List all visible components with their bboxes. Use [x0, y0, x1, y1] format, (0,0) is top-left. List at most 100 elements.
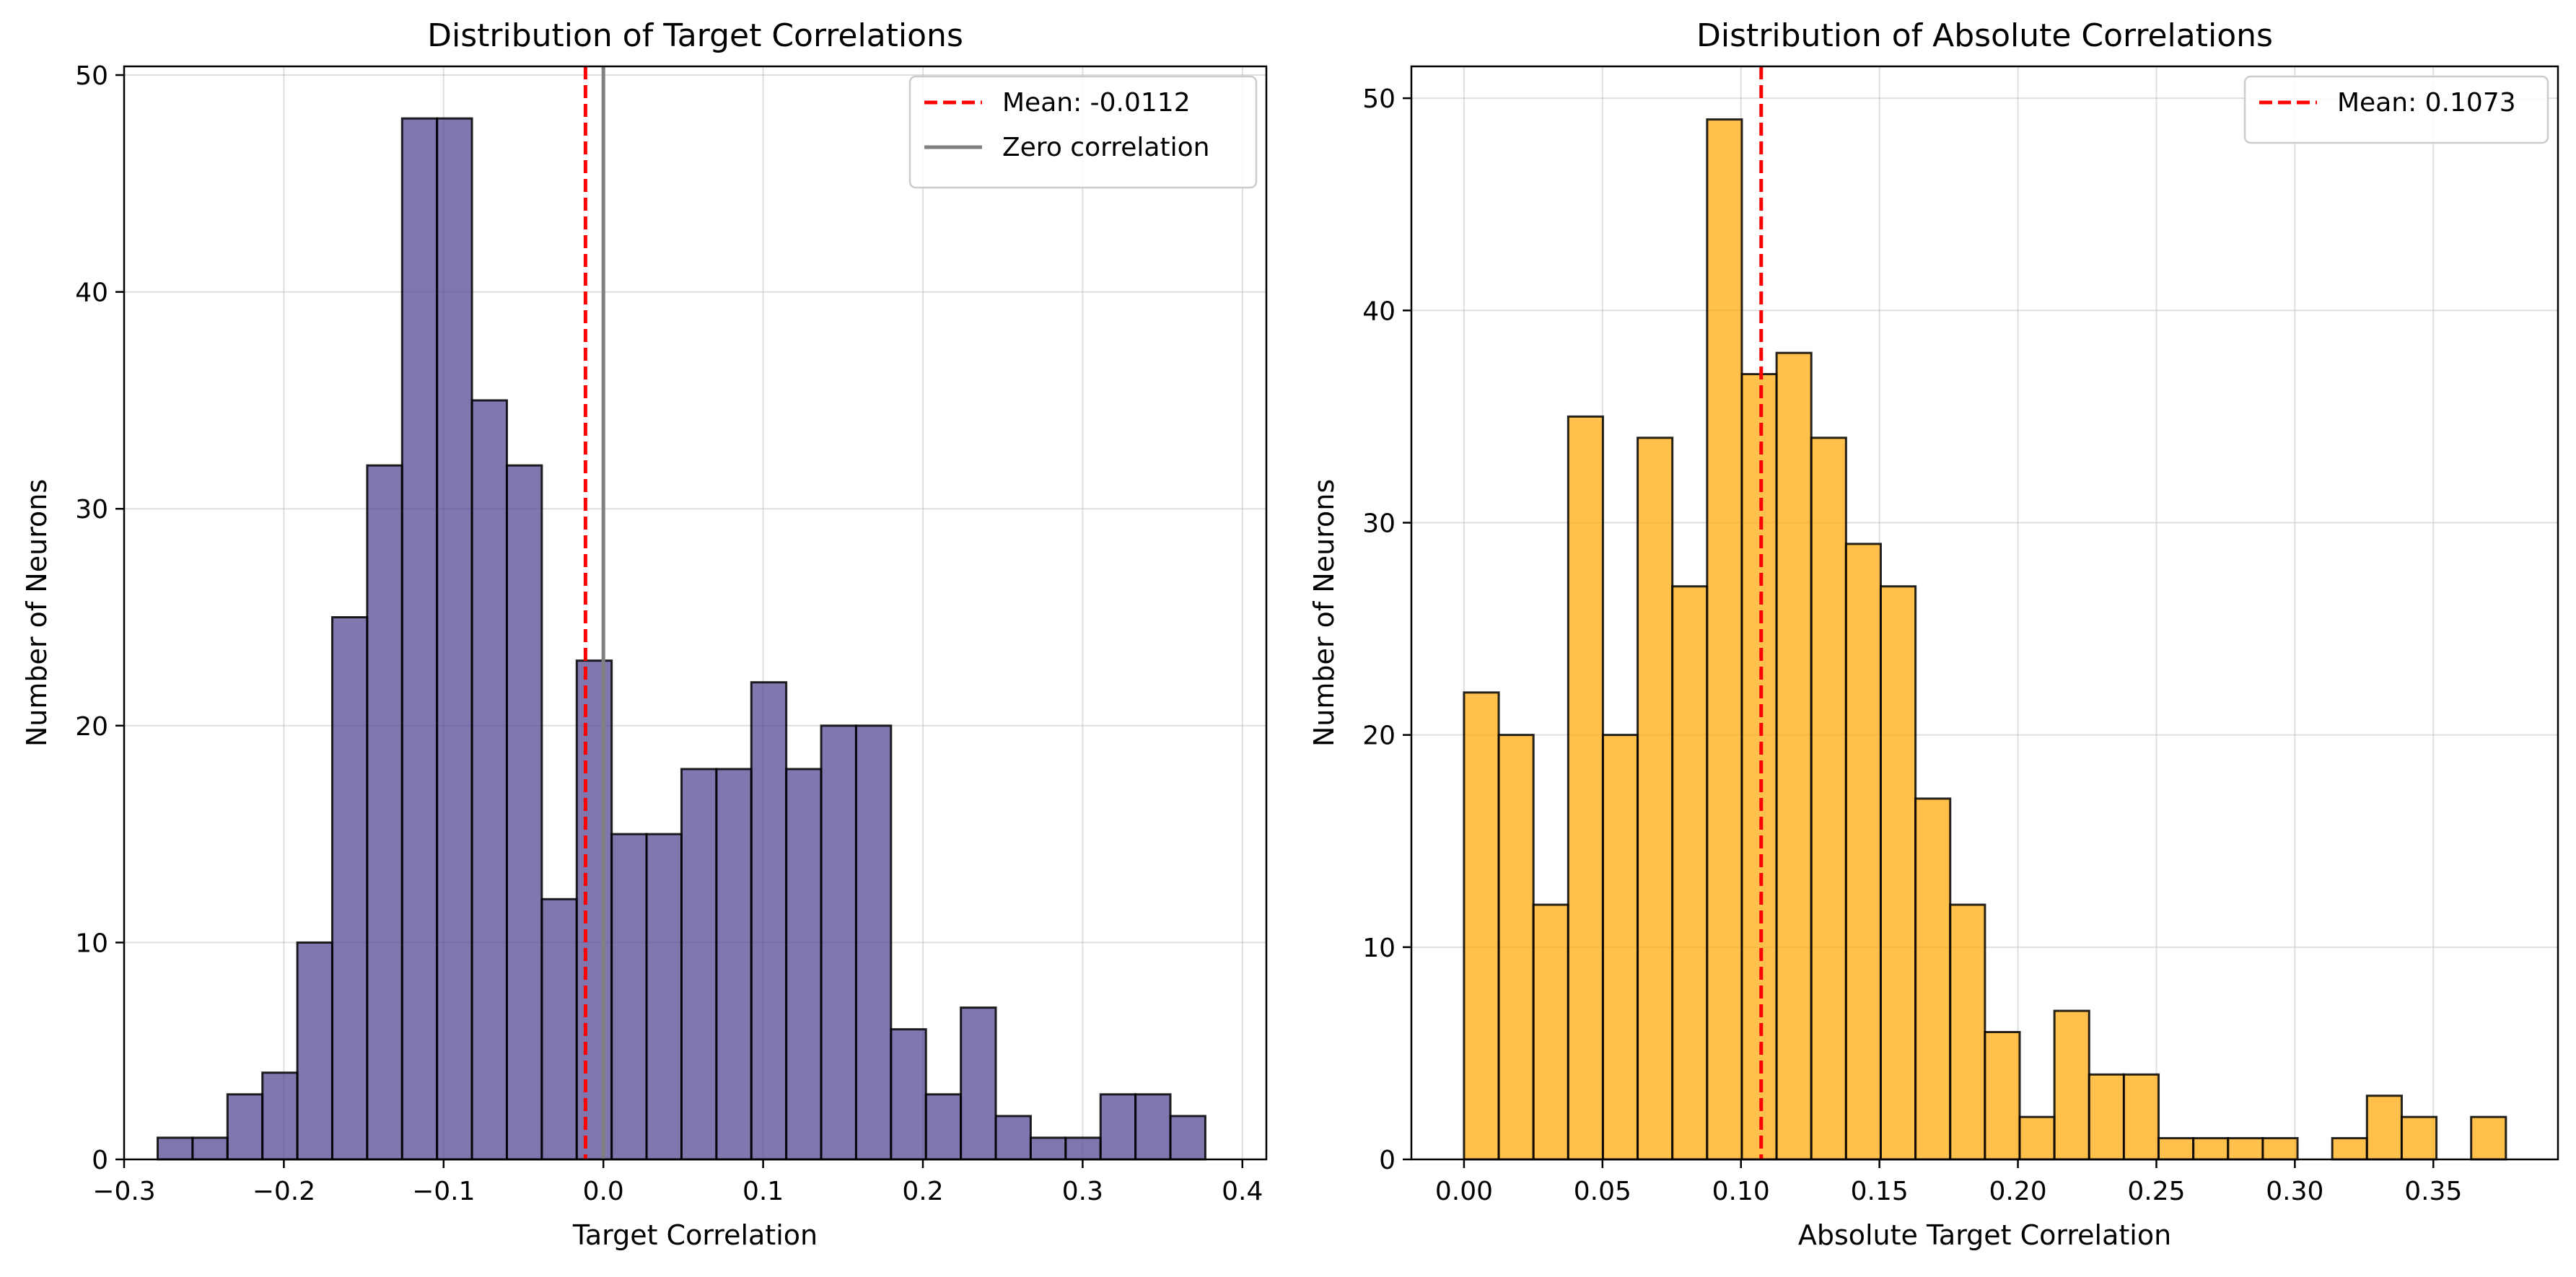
histogram-bar: [2122, 1073, 2160, 1161]
histogram-bar: [2470, 1115, 2507, 1161]
chart-title: Distribution of Absolute Correlations: [1696, 17, 2273, 54]
legend-box: [908, 75, 1258, 189]
histogram-bar: [2053, 1009, 2090, 1161]
x-tick-label: 0.20: [1989, 1177, 2046, 1206]
legend-box: [2243, 75, 2549, 144]
x-tick-label: 0.2: [902, 1177, 943, 1206]
x-tick-label: 0.30: [2266, 1177, 2323, 1206]
x-tick-label: −0.2: [253, 1177, 315, 1206]
histogram-bar: [505, 464, 543, 1161]
y-tick-label: 50: [1362, 84, 1396, 114]
x-tick-label: 0.10: [1712, 1177, 1770, 1206]
histogram-bar: [2365, 1094, 2403, 1161]
y-tick-label: 0: [1379, 1146, 1396, 1175]
histogram-bar: [1463, 691, 1500, 1161]
histogram-bar: [575, 659, 613, 1161]
histogram-bar: [1984, 1030, 2021, 1161]
y-axis-label: Number of Neurons: [21, 479, 53, 747]
y-axis-label: Number of Neurons: [1308, 479, 1340, 747]
axes-frame: [123, 65, 1268, 1161]
histogram-bar: [330, 616, 369, 1161]
x-tick-label: 0.05: [1574, 1177, 1631, 1206]
y-tick-label: 20: [1362, 721, 1396, 751]
histogram-bar: [715, 768, 753, 1161]
histogram-bar: [2087, 1073, 2125, 1161]
histogram-bar: [261, 1071, 299, 1161]
legend-entry: Mean: 0.1073: [2337, 88, 2516, 118]
y-tick-label: 50: [75, 61, 108, 91]
y-tick-label: 30: [75, 495, 108, 525]
histogram-bar: [226, 1093, 264, 1161]
x-tick-label: 0.4: [1222, 1177, 1263, 1206]
histogram-bar: [1567, 415, 1604, 1161]
y-tick-label: 30: [1362, 509, 1396, 538]
histogram-bar: [2400, 1115, 2438, 1161]
histogram-bar: [1949, 903, 1986, 1161]
chart-panel-2: 0.00 0.05 0.10 0.15 0.20 0.25 0.30 0.35 0 10 20 30 4…: [1308, 17, 2559, 1251]
x-tick-label: 0.35: [2404, 1177, 2462, 1206]
x-tick-label: 0.0: [583, 1177, 624, 1206]
histogram-bar: [2227, 1137, 2264, 1161]
histogram-bar: [680, 768, 718, 1161]
x-tick-label: 0.15: [1851, 1177, 1909, 1206]
histogram-bar: [1029, 1136, 1067, 1161]
x-tick-label: 0.25: [2127, 1177, 2185, 1206]
histogram-bar: [1601, 734, 1639, 1161]
x-tick-label: 0.3: [1062, 1177, 1103, 1206]
legend: Mean: -0.0112 Zero correlation: [908, 75, 1258, 189]
histogram-bar: [750, 681, 788, 1161]
chart-title: Distribution of Target Correlations: [427, 17, 963, 54]
histogram-bar: [1844, 543, 1882, 1161]
histogram-bar: [1497, 734, 1535, 1161]
histogram-bar: [191, 1136, 229, 1161]
histogram-bar: [470, 399, 508, 1161]
histogram-bar: [1671, 585, 1709, 1161]
y-tick-label: 10: [75, 929, 108, 958]
x-axis-label: Target Correlation: [572, 1219, 818, 1251]
histogram-bar: [2192, 1137, 2230, 1161]
x-tick-label: −0.3: [92, 1177, 155, 1206]
histogram-bar: [400, 117, 439, 1161]
histogram-bar: [540, 898, 578, 1161]
histogram-bar: [854, 724, 893, 1161]
histogram-bar: [296, 941, 333, 1161]
histogram-bar: [645, 833, 683, 1161]
histogram-bar: [1099, 1093, 1137, 1161]
x-tick-label: 0.1: [742, 1177, 784, 1206]
histogram-bar: [1706, 118, 1743, 1161]
histogram-bar: [1134, 1093, 1172, 1161]
histogram-bar: [1914, 797, 1952, 1161]
histogram-bar: [1064, 1136, 1102, 1161]
legend-entry: Mean: -0.0112: [1002, 88, 1191, 118]
histogram-bar: [1637, 436, 1674, 1161]
legend: Mean: 0.1073: [2243, 75, 2549, 144]
legend-entry: Zero correlation: [1002, 133, 1209, 162]
histogram-bar: [924, 1093, 963, 1161]
histogram-bar: [820, 724, 857, 1161]
histogram-bar: [1879, 585, 1917, 1161]
histogram-bar: [1532, 903, 1569, 1161]
histogram-bar: [2018, 1115, 2056, 1161]
histogram-bar: [2331, 1137, 2368, 1161]
x-tick-label: −0.1: [412, 1177, 475, 1206]
y-tick-label: 20: [75, 712, 108, 742]
y-tick-label: 40: [1362, 297, 1396, 326]
histogram-bar: [1169, 1115, 1206, 1161]
x-axis-label: Absolute Target Correlation: [1798, 1219, 2171, 1251]
histogram-bar: [1740, 373, 1778, 1161]
histogram-bar: [2261, 1137, 2299, 1161]
histogram-bar: [890, 1028, 927, 1161]
histogram-bar: [1775, 351, 1813, 1161]
histogram-bar: [610, 833, 648, 1161]
histogram-bar: [2157, 1137, 2195, 1161]
y-tick-label: 0: [92, 1146, 108, 1175]
y-tick-label: 40: [75, 278, 108, 308]
histogram-bar: [785, 768, 823, 1161]
histogram-bar: [960, 1006, 997, 1161]
histogram-bar: [436, 117, 473, 1161]
histogram-bar: [1810, 436, 1847, 1161]
y-tick-label: 10: [1362, 934, 1396, 963]
histogram-bar: [994, 1115, 1032, 1161]
